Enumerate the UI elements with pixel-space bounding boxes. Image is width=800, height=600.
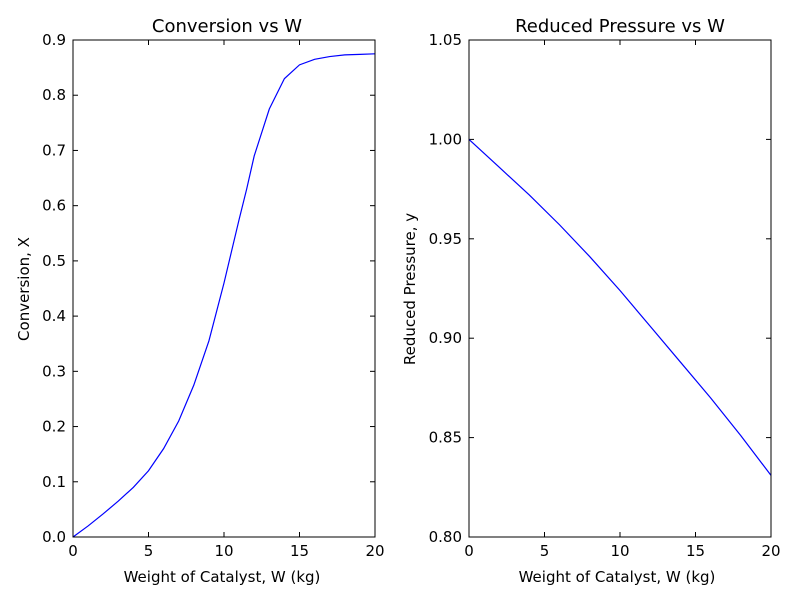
y-tick-label: 0.4 — [42, 307, 66, 325]
reduced-pressure-line — [468, 138, 772, 476]
x-tick-label: 20 — [365, 542, 384, 560]
x-tick-label: 10 — [214, 542, 233, 560]
y-tick-label: 0.1 — [42, 473, 66, 491]
x-tick-label: 0 — [68, 542, 78, 560]
tick-labels: 0 5 10 15 20 0.80 0.85 0.90 0.95 1.00 1.05 — [429, 31, 781, 560]
reduced-pressure-chart: Reduced Pressure vs W Weight of Catalyst… — [401, 16, 781, 586]
y-tick-label: 0.5 — [42, 252, 66, 270]
chart-title: Conversion vs W — [152, 16, 302, 37]
y-tick-label: 0.9 — [42, 31, 66, 49]
y-tick-label: 0.8 — [42, 86, 66, 104]
plot-frame — [72, 39, 376, 538]
y-tick-label: 0.90 — [429, 329, 462, 347]
y-tick-label: 0.3 — [42, 362, 66, 380]
y-tick-label: 1.05 — [429, 31, 462, 49]
y-axis-label: Conversion, X — [15, 237, 33, 341]
chart-title: Reduced Pressure vs W — [515, 16, 725, 37]
y-tick-label: 0.6 — [42, 197, 66, 215]
x-tick-label: 15 — [686, 542, 705, 560]
x-tick-label: 15 — [290, 542, 309, 560]
y-tick-label: 0.85 — [429, 429, 462, 447]
plot-frame — [468, 39, 772, 538]
x-tick-label: 10 — [610, 542, 629, 560]
ticks — [468, 39, 772, 538]
x-tick-label: 5 — [144, 542, 154, 560]
x-tick-label: 0 — [464, 542, 474, 560]
x-axis-label: Weight of Catalyst, W (kg) — [124, 568, 321, 586]
x-tick-label: 5 — [540, 542, 550, 560]
y-tick-label: 0.0 — [42, 528, 66, 546]
conversion-chart: Conversion vs W Weight of Catalyst, W (k… — [15, 16, 385, 586]
tick-labels: 0 5 10 15 20 0.0 0.1 0.2 0.3 0.4 0.5 0.6 0.7 0.8 0.9 — [42, 31, 384, 560]
ticks — [72, 39, 376, 538]
y-axis-label: Reduced Pressure, y — [401, 213, 419, 365]
x-tick-label: 20 — [761, 542, 780, 560]
conversion-line — [72, 53, 376, 538]
y-tick-label: 0.95 — [429, 230, 462, 248]
y-tick-label: 0.80 — [429, 528, 462, 546]
y-tick-label: 0.7 — [42, 141, 66, 159]
x-axis-label: Weight of Catalyst, W (kg) — [519, 568, 716, 586]
y-tick-label: 1.00 — [429, 130, 462, 148]
y-tick-label: 0.2 — [42, 418, 66, 436]
